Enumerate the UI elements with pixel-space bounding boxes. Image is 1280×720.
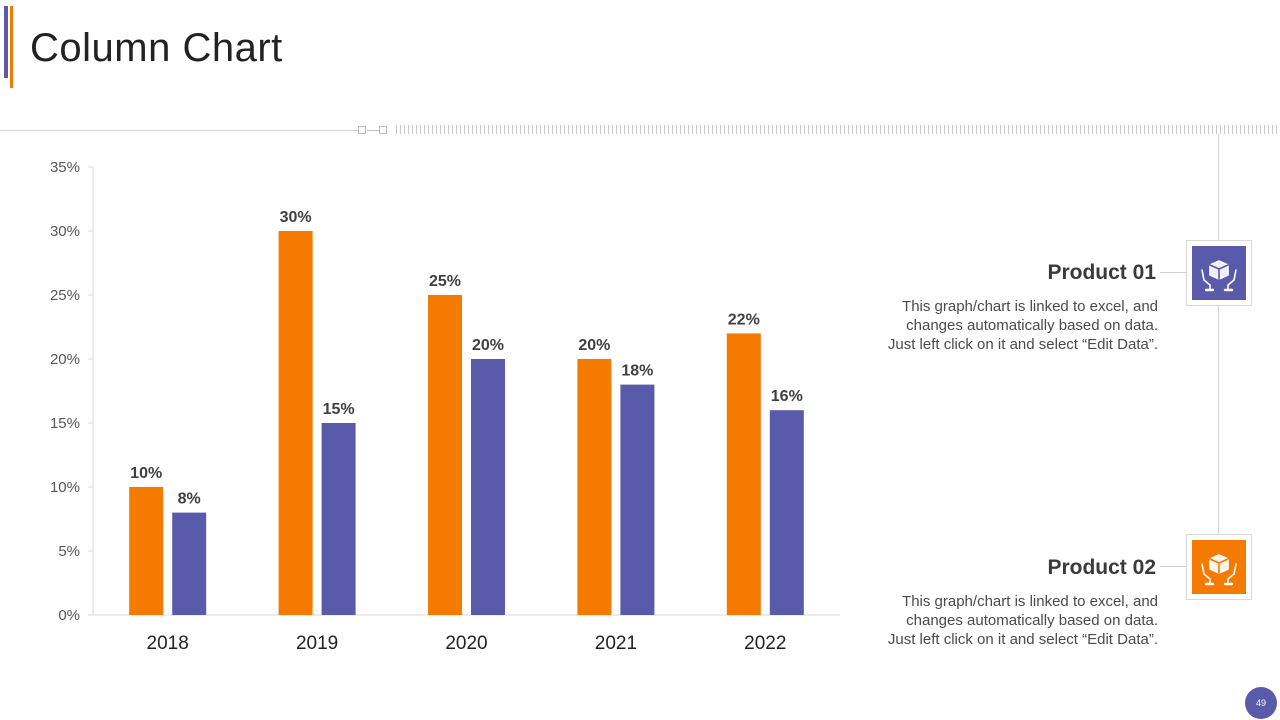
bar-product-01-2021 <box>577 359 612 615</box>
data-label: 18% <box>621 363 653 380</box>
bar-product-02-2020 <box>471 359 505 615</box>
data-label: 20% <box>578 337 610 354</box>
bar-product-02-2019 <box>321 423 356 615</box>
slide-title: Column Chart <box>30 26 283 70</box>
column-chart: 0% 5% 10% 15% 20% 25% 30% 35% 10% 8% 2018 30% 15% 201… <box>50 159 840 654</box>
data-label: 16% <box>771 388 803 405</box>
data-label: 15% <box>323 401 355 418</box>
divider-square-right <box>379 126 387 134</box>
divider-square-left <box>358 126 366 134</box>
bar-product-01-2022 <box>726 333 761 615</box>
x-tick-label: 2022 <box>744 633 786 654</box>
y-tick-label: 30% <box>50 223 80 240</box>
bar-product-02-2021 <box>620 384 655 615</box>
y-tick-label: 15% <box>50 415 80 432</box>
product-01-desc-line-3: Just left click on it and select “Edit D… <box>887 336 1158 353</box>
product-02-connector <box>1160 566 1186 567</box>
product-02-title: Product 02 <box>1047 556 1156 579</box>
data-label: 20% <box>472 337 504 354</box>
divider-tick-pattern <box>396 125 1280 134</box>
bar-product-01-2020 <box>428 295 462 615</box>
product-timeline-line <box>1218 134 1219 584</box>
data-label: 25% <box>429 273 461 290</box>
title-accent-bar-purple <box>4 6 8 78</box>
data-label: 8% <box>178 491 201 508</box>
y-tick-label: 25% <box>50 287 80 304</box>
x-tick-label: 2018 <box>147 633 189 654</box>
bar-product-02-2022 <box>769 410 804 615</box>
y-tick-label: 20% <box>50 351 80 368</box>
title-accent-bar-orange <box>10 6 13 88</box>
product-02-icon-frame <box>1186 534 1252 600</box>
product-02-desc-line-3: Just left click on it and select “Edit D… <box>887 631 1158 648</box>
x-tick-label: 2020 <box>445 633 487 654</box>
product-01-desc-line-2: changes automatically based on data. <box>906 317 1158 334</box>
product-02-desc-line-1: This graph/chart is linked to excel, and <box>902 593 1158 610</box>
bar-product-01-2018 <box>129 487 164 615</box>
y-tick-label: 0% <box>58 607 80 624</box>
box-hands-icon <box>1192 246 1246 300</box>
product-02-desc-line-2: changes automatically based on data. <box>906 612 1158 629</box>
product-01-description: This graph/chart is linked to excel, and… <box>858 297 1158 354</box>
x-tick-label: 2019 <box>296 633 338 654</box>
y-tick-label: 35% <box>50 159 80 176</box>
box-hands-icon <box>1192 540 1246 594</box>
bar-product-02-2018 <box>172 512 207 615</box>
product-01-connector <box>1160 272 1186 273</box>
header-divider <box>0 130 358 131</box>
data-label: 22% <box>728 311 760 328</box>
data-label: 30% <box>280 209 312 226</box>
y-tick-label: 10% <box>50 479 80 496</box>
page-number-badge: 49 <box>1245 687 1277 719</box>
bar-product-01-2019 <box>278 231 313 615</box>
product-02-description: This graph/chart is linked to excel, and… <box>858 592 1158 649</box>
product-01-icon-frame <box>1186 240 1252 306</box>
divider-connector <box>367 130 379 131</box>
product-01-title: Product 01 <box>1047 261 1156 284</box>
product-01-desc-line-1: This graph/chart is linked to excel, and <box>902 298 1158 315</box>
x-tick-label: 2021 <box>595 633 637 654</box>
data-label: 10% <box>130 465 162 482</box>
y-tick-label: 5% <box>58 543 80 560</box>
